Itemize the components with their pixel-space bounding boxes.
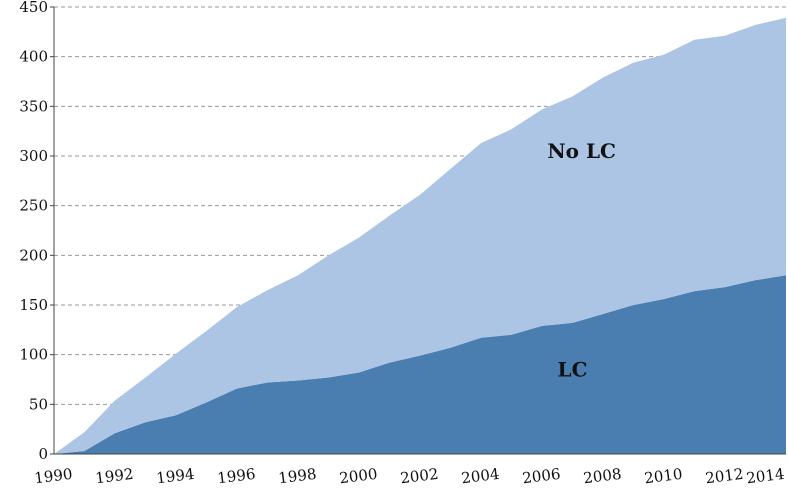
y-tick-label: 150 <box>19 296 48 314</box>
x-tick-label: 1998 <box>277 465 317 488</box>
y-tick-label: 0 <box>38 445 48 463</box>
series-label-lc: LC <box>558 358 588 382</box>
x-tick-label: 2008 <box>582 465 622 488</box>
x-tick-labels: 1990 1992 1994 1996 1998 2000 2002 2004 2006 2008… <box>33 465 785 488</box>
y-tick-label: 450 <box>19 0 48 16</box>
series-label-no-lc: No LC <box>547 139 616 163</box>
area-lc <box>54 275 786 454</box>
x-tick-label: 1994 <box>155 465 195 488</box>
y-tick-label: 200 <box>19 246 48 264</box>
x-tick-label: 2002 <box>399 465 439 488</box>
x-tick-label: 2010 <box>643 465 683 488</box>
x-tick-label: 2000 <box>338 465 378 488</box>
y-tick-label: 350 <box>19 97 48 115</box>
axes <box>50 6 786 455</box>
x-tick-label: 1990 <box>33 465 73 488</box>
y-tick-label: 300 <box>19 147 48 165</box>
series-labels: LC No LC <box>547 139 616 382</box>
y-tick-label: 50 <box>29 395 48 413</box>
y-tick-label: 250 <box>19 197 48 215</box>
y-tick-label: 400 <box>19 48 48 66</box>
x-tick-label: 2004 <box>460 465 500 488</box>
x-tick-label: 2012 <box>704 465 744 488</box>
y-tick-label: 100 <box>19 346 48 364</box>
area-series <box>54 17 786 454</box>
area-no-lc <box>54 17 786 454</box>
x-tick-label: 1996 <box>216 465 256 488</box>
x-tick-label: 1992 <box>94 465 134 488</box>
x-tick-label: 2006 <box>521 465 561 488</box>
y-tick-labels: 0 50 100 150 200 250 300 350 400 450 <box>19 0 48 463</box>
x-tick-label: 2014 <box>745 465 785 488</box>
